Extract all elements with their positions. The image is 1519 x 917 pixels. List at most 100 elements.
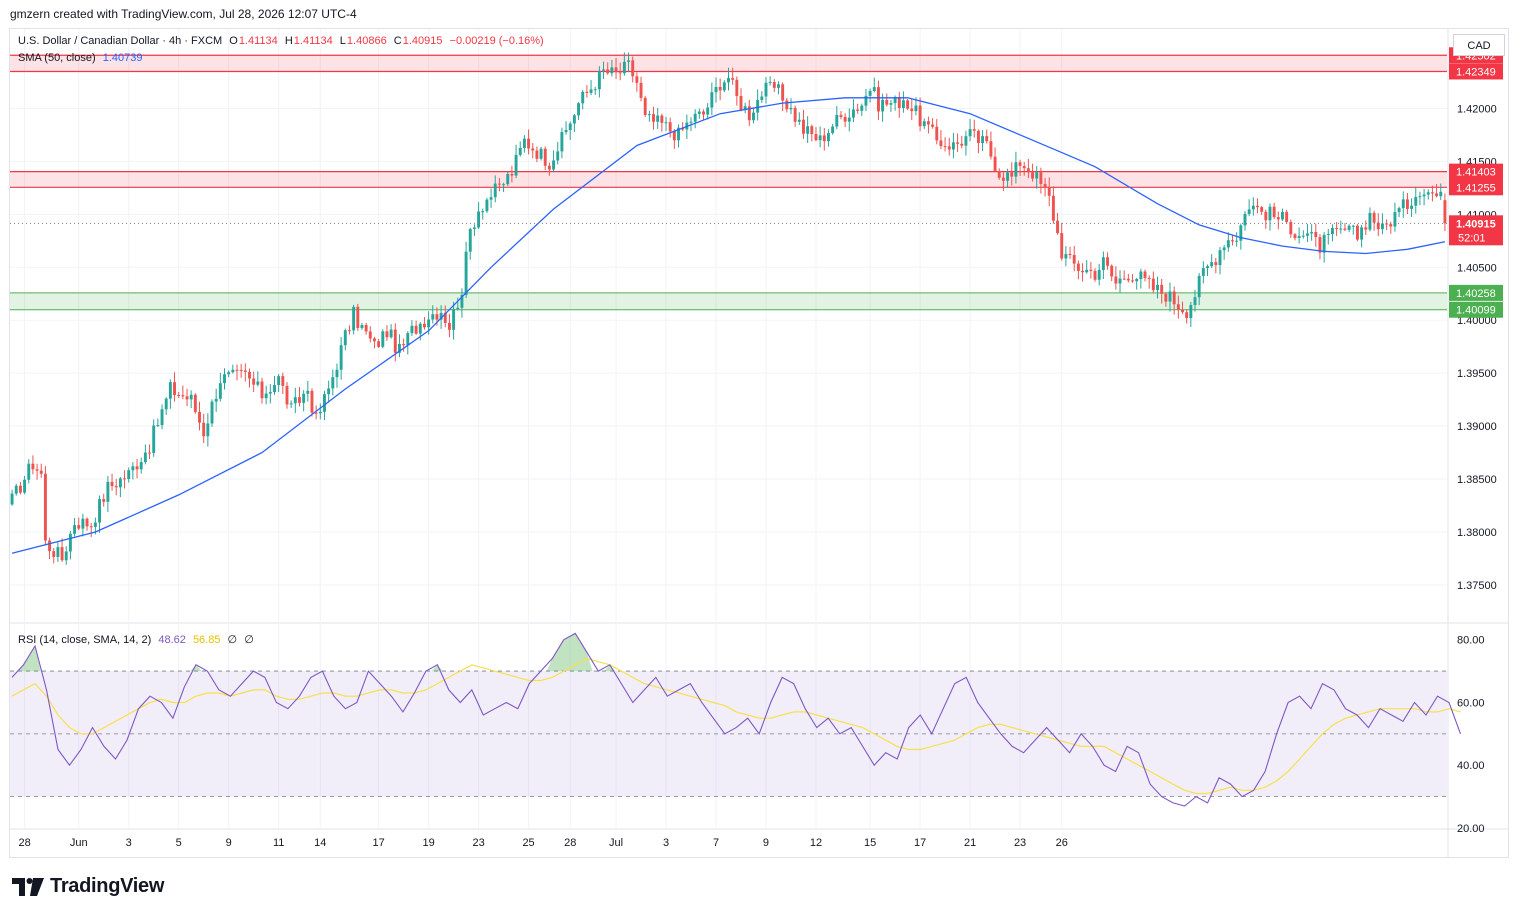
- candle-body: [552, 160, 556, 170]
- rsi-label[interactable]: RSI (14, close, SMA, 14, 2): [18, 634, 152, 646]
- candle-body: [252, 378, 256, 385]
- candle-body: [23, 479, 27, 493]
- candle-body: [1118, 278, 1122, 284]
- candle-body: [1247, 209, 1251, 214]
- candle-body: [218, 383, 222, 399]
- candle-body: [506, 174, 510, 185]
- candle-body: [1176, 304, 1180, 310]
- candle-body: [1001, 177, 1005, 181]
- candle-body: [1056, 220, 1060, 234]
- resistance-low-label-bg: [1449, 63, 1503, 80]
- support-low-label-bg: [1449, 301, 1503, 318]
- candle-body: [364, 324, 368, 332]
- candle-body: [964, 136, 968, 146]
- candle-body: [106, 481, 110, 502]
- candle-body: [997, 170, 1001, 178]
- support-zone: [10, 292, 1447, 310]
- chart-frame: [9, 28, 1509, 858]
- candle-body: [956, 142, 960, 144]
- candle-body: [85, 518, 89, 527]
- candle-body: [331, 377, 335, 389]
- time-tick-label: 28: [564, 837, 576, 849]
- price-tick-label: 1.42000: [1457, 103, 1497, 115]
- rsi-tick-label: 20.00: [1457, 823, 1485, 835]
- candle-body: [1006, 172, 1010, 181]
- candle-body: [814, 134, 818, 141]
- candle-body: [1318, 237, 1322, 253]
- candle-body: [456, 307, 460, 310]
- sma-label[interactable]: SMA (50, close): [18, 52, 96, 64]
- candle-body: [143, 452, 147, 463]
- candle-body: [610, 67, 614, 74]
- candle-body: [485, 199, 489, 212]
- candle-body: [397, 343, 401, 353]
- candle-body: [677, 127, 680, 141]
- candle-body: [402, 343, 406, 346]
- candle-body: [652, 114, 655, 122]
- candle-body: [876, 87, 880, 112]
- rsi-legend: RSI (14, close, SMA, 14, 2) 48.62 56.85 …: [18, 633, 258, 646]
- candle-body: [851, 109, 855, 118]
- candle-body: [164, 398, 168, 410]
- candle-body: [206, 423, 210, 437]
- candle-body: [231, 369, 235, 373]
- candle-body: [543, 148, 547, 166]
- ohlc-high-label: H: [284, 35, 293, 47]
- candle-body: [1430, 192, 1434, 194]
- candle-body: [752, 112, 755, 121]
- candle-body: [872, 87, 876, 91]
- support-low-label: 1.40099: [1456, 305, 1496, 317]
- ohlc-close: 1.40915: [402, 35, 443, 47]
- candle-body: [985, 136, 989, 142]
- candle-body: [1301, 235, 1305, 237]
- time-tick-label: 3: [663, 837, 669, 849]
- candle-body: [1210, 262, 1214, 267]
- rsi-tick-label: 40.00: [1457, 760, 1485, 772]
- candle-body: [1314, 232, 1318, 238]
- candle-body: [281, 376, 285, 386]
- price-tick-label: 1.39500: [1457, 368, 1497, 380]
- candle-body: [668, 122, 672, 132]
- candle-body: [435, 314, 439, 320]
- candle-body: [1264, 211, 1268, 221]
- candle-body: [839, 114, 843, 117]
- candle-body: [897, 97, 901, 109]
- symbol-name[interactable]: U.S. Dollar / Canadian Dollar · 4h · FXC…: [18, 35, 223, 47]
- candle-body: [1268, 206, 1272, 221]
- rsi-band: [10, 671, 1447, 797]
- candle-body: [135, 466, 139, 470]
- candle-body: [1343, 228, 1347, 230]
- candle-body: [123, 478, 127, 480]
- candle-body: [1260, 207, 1264, 212]
- candle-body: [1060, 233, 1064, 259]
- candle-body: [577, 103, 581, 116]
- rsi-tick-label: 80.00: [1457, 635, 1485, 647]
- time-tick-label: 15: [864, 837, 876, 849]
- time-tick-label: Jul: [609, 837, 623, 849]
- candle-body: [372, 338, 376, 342]
- candle-body: [31, 463, 35, 470]
- candle-body: [1418, 196, 1422, 198]
- candle-body: [1335, 227, 1339, 229]
- candle-body: [110, 481, 114, 487]
- candle-body: [1018, 162, 1022, 167]
- candle-body: [1414, 196, 1418, 206]
- candle-body: [722, 82, 726, 91]
- candle-body: [1010, 172, 1014, 177]
- candle-body: [531, 148, 535, 151]
- price-tick-label: 1.38500: [1457, 474, 1497, 486]
- candle-body: [139, 462, 143, 470]
- tradingview-logo[interactable]: TradingView: [12, 875, 164, 898]
- candle-body: [268, 392, 272, 394]
- resistance-high-label: 1.41403: [1456, 167, 1496, 179]
- candle-body: [901, 100, 905, 109]
- candle-body: [256, 381, 260, 385]
- support-high-label-bg: [1449, 284, 1503, 301]
- rsi-overbought-fill: [431, 664, 444, 672]
- candle-body: [935, 126, 939, 141]
- candle-body: [1235, 240, 1239, 242]
- currency-selector[interactable]: CAD: [1453, 34, 1505, 56]
- candle-body: [73, 525, 77, 534]
- price-tick-label: 1.40500: [1457, 262, 1497, 274]
